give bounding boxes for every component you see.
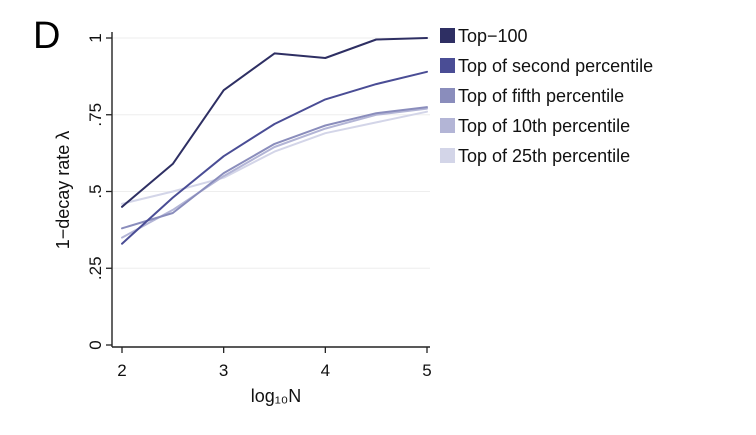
y-tick-label: .25 <box>86 256 105 280</box>
x-tick-label: 3 <box>219 361 228 380</box>
legend-swatch <box>440 148 455 163</box>
legend-swatch <box>440 88 455 103</box>
series-line <box>121 70 428 245</box>
series-line <box>121 107 428 239</box>
y-ticks: 0 .25 .5 .75 1 <box>86 33 112 350</box>
x-tick-label: 2 <box>117 361 126 380</box>
y-tick-label: .5 <box>86 184 105 198</box>
legend-entry: Top of second percentile <box>458 56 653 76</box>
y-tick-label: .75 <box>86 103 105 127</box>
y-axis-title: 1−decay rate λ <box>53 131 73 250</box>
legend-entry: Top of fifth percentile <box>458 86 624 106</box>
x-axis-title: log₁₀N <box>251 386 302 406</box>
legend-entry: Top of 25th percentile <box>458 146 630 166</box>
series-line <box>121 110 428 205</box>
legend-swatch <box>440 118 455 133</box>
legend: Top−100 Top of second percentile Top of fi… <box>440 26 653 166</box>
x-ticks: 2 3 4 5 <box>117 347 432 380</box>
series-line <box>121 106 428 230</box>
x-tick-label: 5 <box>422 361 431 380</box>
panel-label: D <box>33 15 60 57</box>
x-tick-label: 4 <box>321 361 330 380</box>
y-tick-label: 0 <box>86 340 105 349</box>
grid-lines <box>113 37 430 269</box>
legend-entry: Top of 10th percentile <box>458 116 630 136</box>
legend-entry: Top−100 <box>458 26 528 46</box>
series-line <box>121 37 428 208</box>
legend-swatch <box>440 58 455 73</box>
series-lines <box>121 37 428 245</box>
legend-swatch <box>440 28 455 43</box>
y-tick-label: 1 <box>86 33 105 42</box>
